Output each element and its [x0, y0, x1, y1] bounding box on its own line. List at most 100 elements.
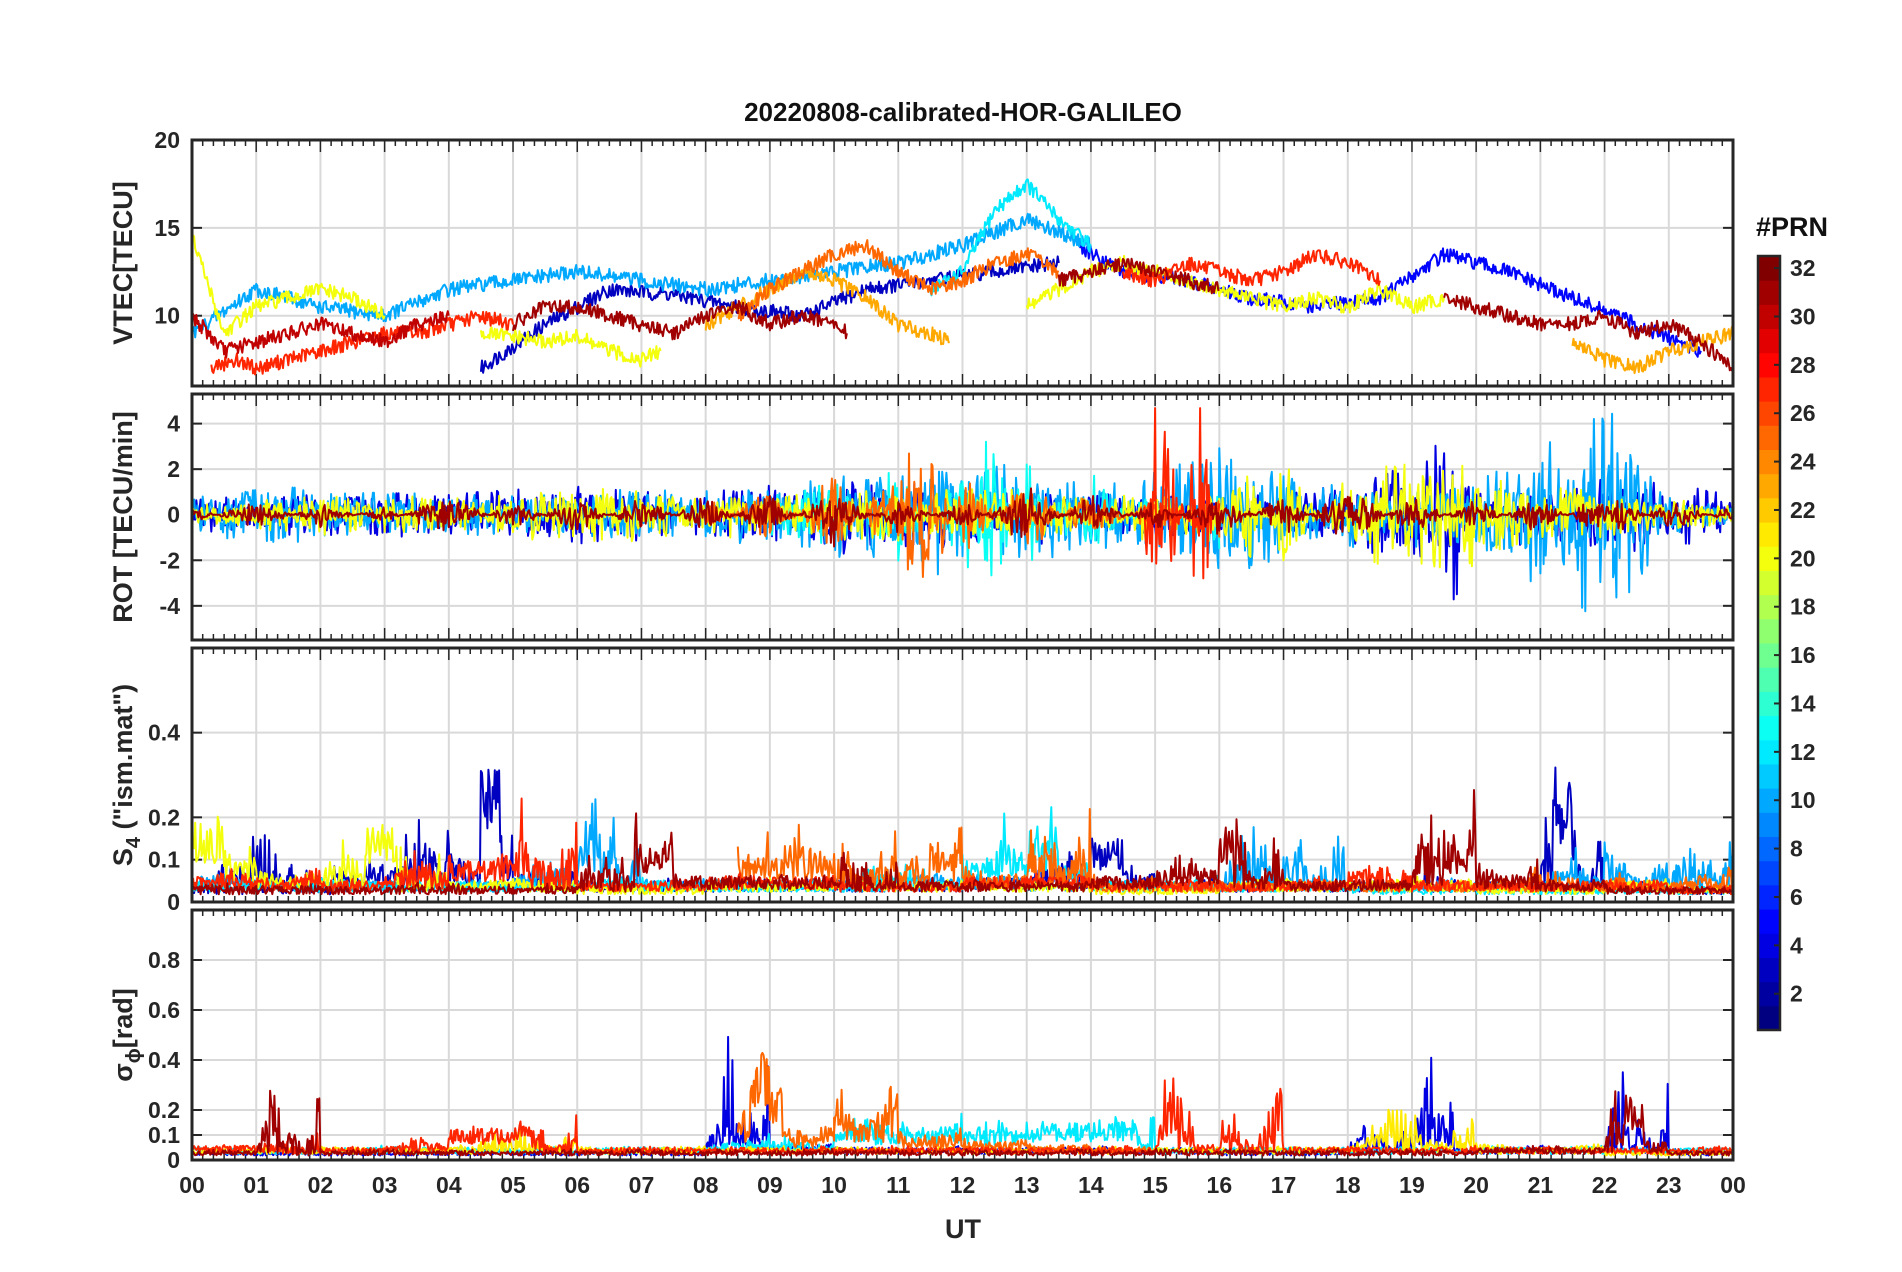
- colorbar-segment: [1758, 788, 1780, 813]
- y-axis-label-suffix: [rad]: [108, 988, 138, 1048]
- colorbar-frame: [1756, 254, 1782, 1032]
- y-tick-label: -4: [160, 593, 181, 619]
- colorbar-segment: [1758, 884, 1780, 910]
- series-prn-25: [737, 239, 1060, 322]
- x-tick-label: 06: [564, 1172, 590, 1198]
- y-tick-label: 10: [154, 303, 180, 329]
- y-tick-label: 0: [167, 1147, 180, 1173]
- x-tick-label: 04: [436, 1172, 462, 1198]
- colorbar-title: #PRN: [1756, 212, 1828, 242]
- series-prn-10: [192, 412, 1733, 613]
- series-prn-30: [192, 310, 450, 359]
- colorbar-tick-label: 28: [1790, 352, 1816, 378]
- y-axis-label: VTEC[TECU]: [108, 181, 138, 345]
- x-tick-label: 19: [1399, 1172, 1425, 1198]
- series-group: [192, 766, 1733, 896]
- colorbar-segment: [1758, 256, 1780, 281]
- y-tick-label: 0.6: [148, 997, 180, 1023]
- x-tick-label: 23: [1656, 1172, 1682, 1198]
- colorbar-tick-label: 2: [1790, 981, 1803, 1007]
- y-tick-label: 2: [167, 456, 180, 482]
- colorbar-tick-label: 10: [1790, 787, 1816, 813]
- panel-2: -4 -2 0 2 4 ROT [TECU/min]: [108, 392, 1735, 642]
- x-tick-label: 16: [1207, 1172, 1233, 1198]
- y-tick-label: 0.4: [148, 720, 180, 746]
- series-group: [192, 407, 1733, 613]
- colorbar-tick-label: 12: [1790, 739, 1816, 765]
- colorbar-tick-label: 24: [1790, 449, 1816, 475]
- series-group: [192, 1035, 1733, 1157]
- x-tick-label: 02: [308, 1172, 334, 1198]
- colorbar-segment: [1758, 812, 1780, 837]
- colorbar-segment: [1758, 594, 1780, 620]
- colorbar-segment: [1758, 739, 1780, 765]
- y-tick-label: 0.2: [148, 804, 180, 830]
- y-tick-label: 20: [154, 127, 180, 153]
- colorbar-segment: [1758, 763, 1780, 789]
- x-tick-label: 15: [1142, 1172, 1168, 1198]
- y-axis-label: σϕ[rad]: [108, 988, 145, 1081]
- colorbar-segment: [1758, 449, 1780, 475]
- colorbar-segment: [1758, 618, 1780, 644]
- y-axis-label: S4 ("ism.mat"): [108, 684, 145, 866]
- colorbar-segment: [1758, 352, 1780, 378]
- colorbar-segment: [1758, 328, 1780, 354]
- x-axis-label: UT: [945, 1214, 981, 1244]
- y-axis-label-subscript: 4: [123, 836, 145, 848]
- colorbar-segment: [1758, 376, 1780, 402]
- series-prn-31: [512, 299, 848, 341]
- y-tick-label: 15: [154, 215, 180, 241]
- panel-4: 00.10.2 0.4 0.6 0.8σϕ[rad]: [108, 908, 1735, 1173]
- series-prn-27: [1122, 249, 1381, 288]
- colorbar-segment: [1758, 304, 1780, 330]
- colorbar-segment: [1758, 546, 1780, 571]
- x-tick-label: 00: [179, 1172, 205, 1198]
- colorbar-segment: [1758, 570, 1780, 596]
- y-tick-label: 0.2: [148, 1097, 180, 1123]
- x-tick-label: 18: [1335, 1172, 1361, 1198]
- series-prn-20: [479, 326, 662, 368]
- y-tick-label: 0: [167, 502, 180, 528]
- chart-title: 20220808-calibrated-HOR-GALILEO: [744, 97, 1182, 127]
- colorbar-segment: [1758, 667, 1780, 692]
- colorbar-segment: [1758, 497, 1780, 523]
- series-prn-31: [1057, 257, 1220, 295]
- colorbar-segment: [1758, 933, 1780, 958]
- colorbar-tick-label: 32: [1790, 255, 1816, 281]
- colorbar-tick-label: 18: [1790, 594, 1816, 620]
- panel-1: 10 15 20 VTEC[TECU]: [108, 127, 1735, 388]
- y-tick-label: 0: [167, 889, 180, 915]
- panel-frame: [190, 646, 1735, 904]
- colorbar-tick-label: 4: [1790, 932, 1803, 958]
- x-tick-label: 21: [1528, 1172, 1554, 1198]
- colorbar-tick-label: 8: [1790, 836, 1803, 862]
- x-tick-label: 10: [821, 1172, 847, 1198]
- colorbar-segment: [1758, 957, 1780, 983]
- panel-frame: [190, 908, 1735, 1162]
- y-tick-label: 0.8: [148, 947, 180, 973]
- colorbar-segment: [1758, 522, 1780, 547]
- series-prn-31: [192, 1089, 1733, 1157]
- y-tick-label: 4: [167, 411, 180, 437]
- panel-3: 0 0.1 0.2 0.4S4 ("ism.mat"): [108, 646, 1735, 915]
- panel-frame: [190, 138, 1735, 388]
- colorbar-segment: [1758, 981, 1780, 1007]
- series-prn-10: [192, 212, 1092, 339]
- series-prn-27: [1141, 407, 1221, 580]
- y-tick-label: 0.4: [148, 1047, 180, 1073]
- x-tick-label: 13: [1014, 1172, 1040, 1198]
- panel-frame: [190, 392, 1735, 642]
- x-tick-label: 01: [243, 1172, 269, 1198]
- colorbar-segment: [1758, 836, 1780, 862]
- x-tick-label: 05: [500, 1172, 526, 1198]
- series-prn-27: [192, 797, 1733, 896]
- colorbar-tick-label: 26: [1790, 400, 1816, 426]
- colorbar-segment: [1758, 1005, 1780, 1031]
- x-tick-label: 22: [1592, 1172, 1618, 1198]
- colorbar-segment: [1758, 691, 1780, 717]
- y-axis-label: ROT [TECU/min]: [108, 411, 138, 622]
- y-axis-label-suffix: ("ism.mat"): [108, 684, 138, 837]
